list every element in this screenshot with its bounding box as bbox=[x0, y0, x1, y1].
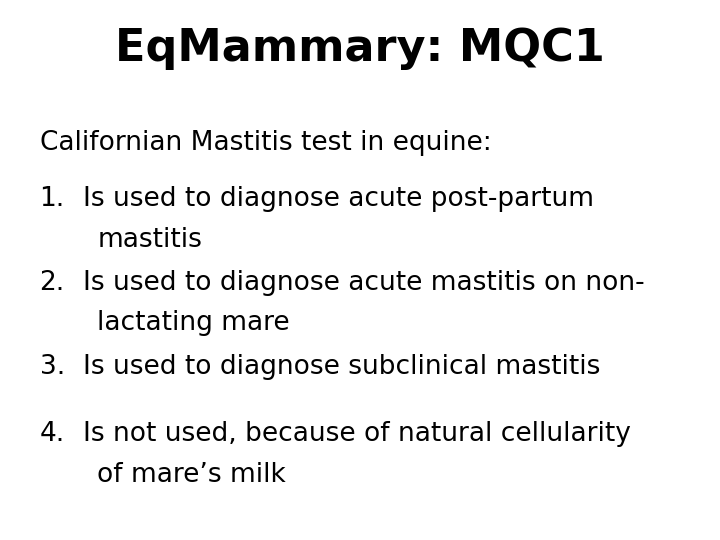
Text: Is used to diagnose acute post-partum: Is used to diagnose acute post-partum bbox=[83, 186, 594, 212]
Text: Is used to diagnose subclinical mastitis: Is used to diagnose subclinical mastitis bbox=[83, 354, 600, 380]
Text: 2.: 2. bbox=[40, 270, 65, 296]
Text: Californian Mastitis test in equine:: Californian Mastitis test in equine: bbox=[40, 130, 491, 156]
Text: Is used to diagnose acute mastitis on non-: Is used to diagnose acute mastitis on no… bbox=[83, 270, 644, 296]
Text: Is not used, because of natural cellularity: Is not used, because of natural cellular… bbox=[83, 421, 631, 447]
Text: 3.: 3. bbox=[40, 354, 65, 380]
Text: 4.: 4. bbox=[40, 421, 65, 447]
Text: of mare’s milk: of mare’s milk bbox=[97, 462, 286, 488]
Text: mastitis: mastitis bbox=[97, 227, 202, 253]
Text: lactating mare: lactating mare bbox=[97, 310, 290, 336]
Text: EqMammary: MQC1: EqMammary: MQC1 bbox=[115, 27, 605, 70]
Text: 1.: 1. bbox=[40, 186, 65, 212]
